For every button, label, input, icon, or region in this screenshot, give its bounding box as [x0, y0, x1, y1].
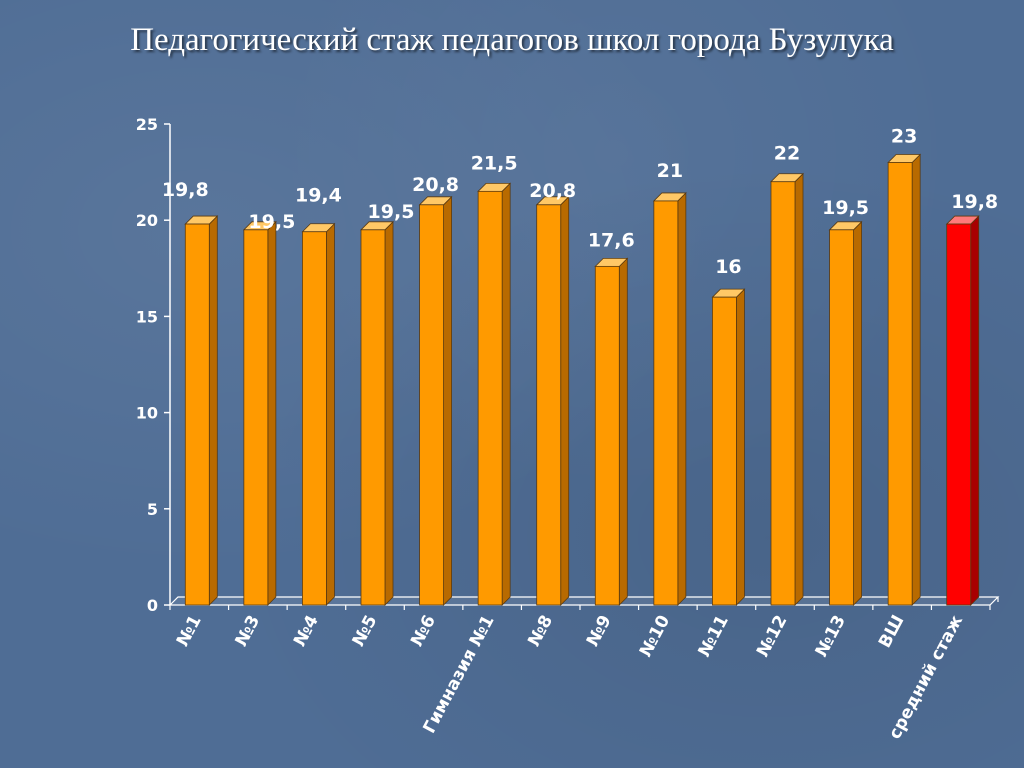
- bar-front: [477, 190, 503, 606]
- bar-side: [208, 215, 218, 606]
- bar-side: [384, 220, 394, 606]
- bar-front: [829, 229, 854, 606]
- x-category-label: №12: [753, 612, 791, 660]
- slide-title: Педагогический стаж педагогов школ город…: [130, 22, 894, 58]
- data-label: 19,5: [368, 201, 415, 223]
- bar-7: [535, 195, 570, 606]
- bar-side: [677, 191, 687, 606]
- x-category-label: №11: [694, 612, 732, 660]
- bar-10: [711, 288, 746, 606]
- bar-2: [242, 220, 277, 606]
- bar-side: [853, 220, 862, 606]
- data-label: 21: [657, 160, 683, 182]
- x-category-label: №4: [290, 612, 323, 650]
- bar-front: [712, 296, 737, 606]
- bar-side: [501, 182, 511, 606]
- x-category-label: №3: [231, 612, 264, 650]
- bar-front: [419, 204, 444, 606]
- bar-front: [184, 223, 210, 606]
- y-tick-label: 20: [136, 211, 158, 230]
- bar-side: [970, 215, 980, 606]
- bar-1: [184, 215, 219, 606]
- bar-front: [536, 204, 562, 606]
- data-label: 19,8: [951, 191, 998, 213]
- x-category-label: №13: [812, 612, 850, 660]
- bar-side: [443, 195, 452, 606]
- bar-side: [267, 220, 277, 606]
- bar-side: [736, 288, 745, 606]
- x-category-label: №5: [349, 612, 382, 650]
- bar-9: [652, 191, 687, 606]
- y-tick-label: 15: [136, 307, 158, 326]
- y-tick-label: 5: [147, 500, 158, 519]
- y-tick-label: 10: [136, 404, 158, 423]
- bar-14: [945, 215, 980, 606]
- x-category-label: №9: [583, 612, 616, 650]
- x-category-label: №8: [524, 612, 557, 650]
- bar-front: [770, 181, 796, 606]
- x-category-label: ВШ: [875, 612, 909, 651]
- bar-front: [360, 229, 386, 606]
- chart-bars: [184, 153, 980, 606]
- data-label: 17,6: [588, 229, 635, 251]
- bar-11: [770, 172, 804, 606]
- bar-3: [301, 222, 336, 606]
- bar-side: [911, 153, 921, 606]
- data-label: 19,5: [248, 211, 295, 233]
- data-label: 19,5: [822, 197, 869, 219]
- bar-5: [418, 195, 453, 606]
- data-label: 16: [715, 256, 741, 278]
- bar-6: [477, 182, 512, 606]
- y-tick-label: 25: [136, 115, 158, 134]
- y-tick-label: 0: [147, 596, 158, 615]
- data-label: 20,8: [529, 180, 576, 202]
- bar-8: [594, 257, 629, 606]
- bar-side: [794, 172, 804, 606]
- bar-side: [560, 195, 570, 606]
- data-label: 19,4: [295, 185, 342, 207]
- x-axis-floor: [168, 596, 1000, 606]
- bar-12: [828, 220, 863, 606]
- bar-side: [618, 257, 628, 606]
- bar-front: [887, 162, 913, 606]
- bar-front: [653, 200, 679, 606]
- data-label: 23: [891, 125, 917, 147]
- x-category-label: №10: [636, 612, 674, 660]
- data-label: 19,8: [162, 179, 209, 201]
- data-label: 22: [774, 143, 800, 165]
- bar-front: [594, 265, 620, 606]
- bar-front: [302, 231, 327, 606]
- data-label: 20,8: [412, 174, 459, 196]
- bar-4: [360, 220, 394, 606]
- bar-side: [326, 222, 335, 606]
- x-category-label: №6: [407, 612, 440, 650]
- bar-front: [946, 223, 972, 606]
- bar-front: [243, 229, 269, 606]
- chart-labels: 19,8№119,5№319,4№419,5№520,8№621,5Гимназ…: [162, 125, 998, 742]
- x-category-label: №1: [173, 612, 206, 650]
- bar-13: [887, 153, 922, 606]
- data-label: 21,5: [471, 152, 518, 174]
